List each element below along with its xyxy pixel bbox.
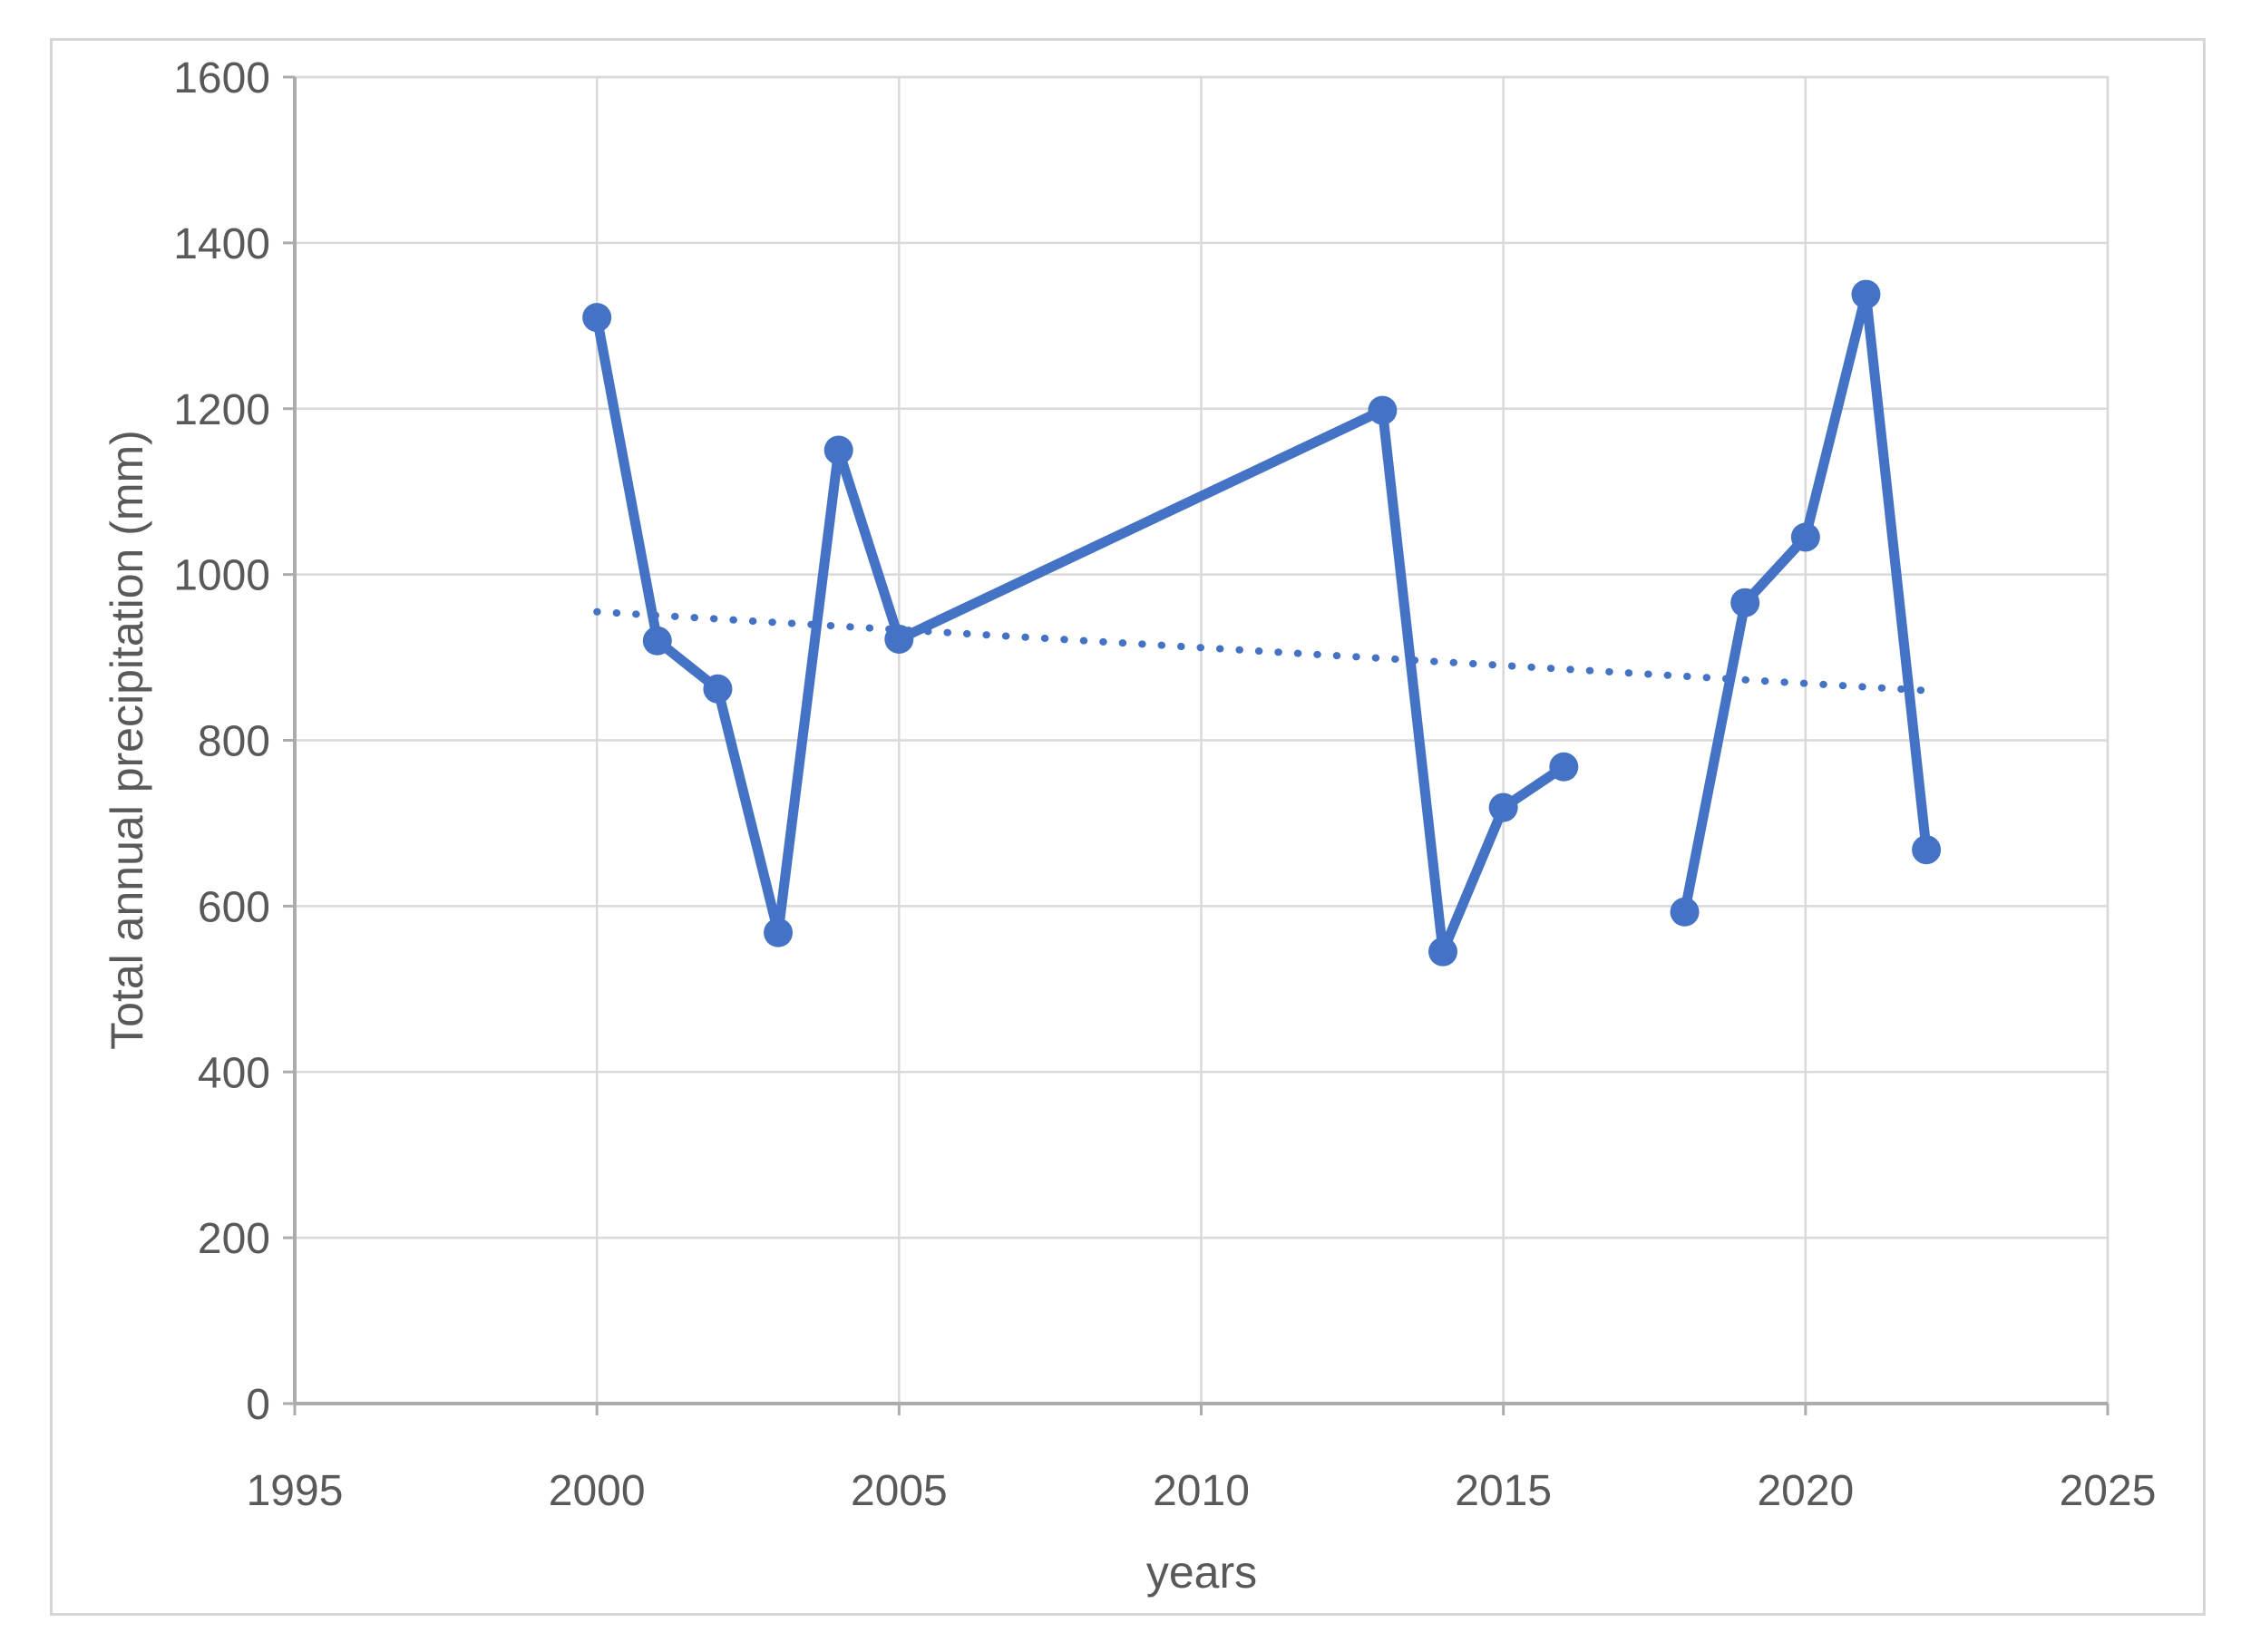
data-point-marker <box>764 918 794 947</box>
x-tick-label: 2025 <box>2060 1467 2157 1515</box>
y-tick-label: 200 <box>198 1215 270 1263</box>
x-tick-label: 2015 <box>1455 1467 1552 1515</box>
data-point-marker <box>1730 588 1760 617</box>
data-point-marker <box>1851 279 1881 309</box>
x-tick-label: 2005 <box>851 1467 948 1515</box>
y-tick-label: 600 <box>198 883 270 931</box>
data-point-marker <box>582 303 612 333</box>
data-point-marker <box>642 626 672 656</box>
trendline <box>593 607 1931 695</box>
data-point-marker <box>1549 752 1579 782</box>
x-tick-label: 1995 <box>247 1467 344 1515</box>
x-tick-label: 2000 <box>549 1467 646 1515</box>
y-tick-label: 1600 <box>173 54 270 102</box>
x-tick-label: 2020 <box>1757 1467 1854 1515</box>
data-point-marker <box>823 435 853 465</box>
y-tick-label: 1000 <box>173 552 270 600</box>
y-tick-label: 1200 <box>173 386 270 434</box>
data-point-marker <box>703 674 733 704</box>
series-line <box>591 312 1569 957</box>
data-point-marker <box>1790 522 1820 552</box>
x-axis-title: years <box>1145 1547 1258 1598</box>
x-tick-label: 2010 <box>1153 1467 1250 1515</box>
data-point-marker <box>1488 792 1518 822</box>
y-axis-title: Total annual precipitation (mm) <box>102 430 152 1050</box>
data-point-marker <box>1912 835 1942 865</box>
data-point-marker <box>1670 897 1700 927</box>
data-point-marker <box>1368 395 1398 425</box>
data-point-marker <box>1428 937 1458 967</box>
y-tick-label: 400 <box>198 1049 270 1097</box>
data-point-marker <box>884 624 914 654</box>
y-tick-label: 800 <box>198 718 270 766</box>
y-tick-label: 1400 <box>173 220 270 268</box>
y-tick-label: 0 <box>246 1381 270 1429</box>
